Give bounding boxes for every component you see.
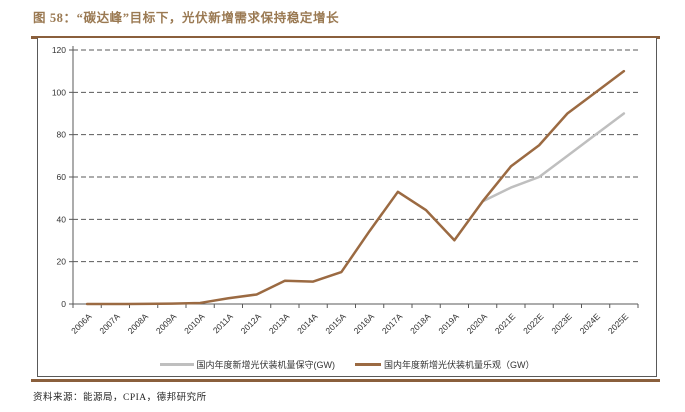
- x-tick-label: 2017A: [380, 311, 405, 336]
- y-tick-label: 60: [57, 172, 67, 182]
- x-tick-label: 2020A: [465, 311, 490, 336]
- x-tick-label: 2022E: [521, 311, 546, 336]
- y-tick-label: 0: [61, 299, 66, 309]
- series-line-optimistic: [85, 69, 626, 306]
- y-tick-label: 40: [57, 214, 67, 224]
- x-tick-label: 2023E: [549, 311, 574, 336]
- x-tick-label: 2024E: [578, 311, 603, 336]
- x-tick-label: 2014A: [295, 311, 320, 336]
- x-tick-label: 2009A: [154, 311, 179, 336]
- source-attribution: 资料来源：能源局，CPIA，德邦研究所: [33, 393, 207, 403]
- chart-legend: 国内年度新增光伏装机量保守(GW) 国内年度新增光伏装机量乐观（GW）: [38, 358, 656, 371]
- series-line-conservative: [481, 112, 626, 203]
- x-tick-label: 2015A: [323, 311, 348, 336]
- x-tick-label: 2011A: [211, 311, 235, 335]
- x-tick-label: 2012A: [239, 311, 264, 336]
- y-tick-label: 20: [57, 257, 67, 267]
- line-chart-plot: 0 20 40 60 80 100 120 2006A 2007A 2008A 2009A 2010A…: [52, 45, 639, 336]
- legend-item-conservative: 国内年度新增光伏装机量保守(GW): [159, 358, 336, 371]
- figure-title: 图 58：“碳达峰”目标下，光伏新增需求保持稳定增长: [33, 11, 340, 25]
- top-divider-rule: [31, 36, 660, 39]
- x-tick-label: 2013A: [267, 311, 292, 336]
- chart-frame: 0 20 40 60 80 100 120 2006A 2007A 2008A 2009A 2010A…: [37, 38, 657, 377]
- optimistic-line-swatch-icon: [355, 363, 381, 366]
- legend-label-conservative: 国内年度新增光伏装机量保守(GW): [196, 360, 336, 370]
- y-tick-label: 120: [52, 45, 66, 55]
- x-tick-label: 2016A: [352, 311, 377, 336]
- x-tick-label: 2021E: [493, 311, 518, 336]
- legend-item-optimistic: 国内年度新增光伏装机量乐观（GW）: [355, 358, 535, 371]
- y-tick-label: 80: [57, 130, 67, 140]
- conservative-line-swatch-icon: [159, 363, 194, 366]
- x-tick-label: 2018A: [408, 311, 433, 336]
- x-tick-label: 2010A: [182, 311, 207, 336]
- x-tick-label: 2008A: [126, 311, 151, 336]
- x-tick-label: 2006A: [69, 311, 94, 336]
- x-tick-label: 2007A: [97, 311, 122, 336]
- y-tick-label: 100: [52, 87, 66, 97]
- x-tick-label: 2019A: [436, 311, 461, 336]
- legend-label-optimistic: 国内年度新增光伏装机量乐观（GW）: [384, 360, 535, 370]
- bottom-divider-rule: [31, 379, 660, 382]
- x-tick-label: 2025E: [606, 311, 631, 336]
